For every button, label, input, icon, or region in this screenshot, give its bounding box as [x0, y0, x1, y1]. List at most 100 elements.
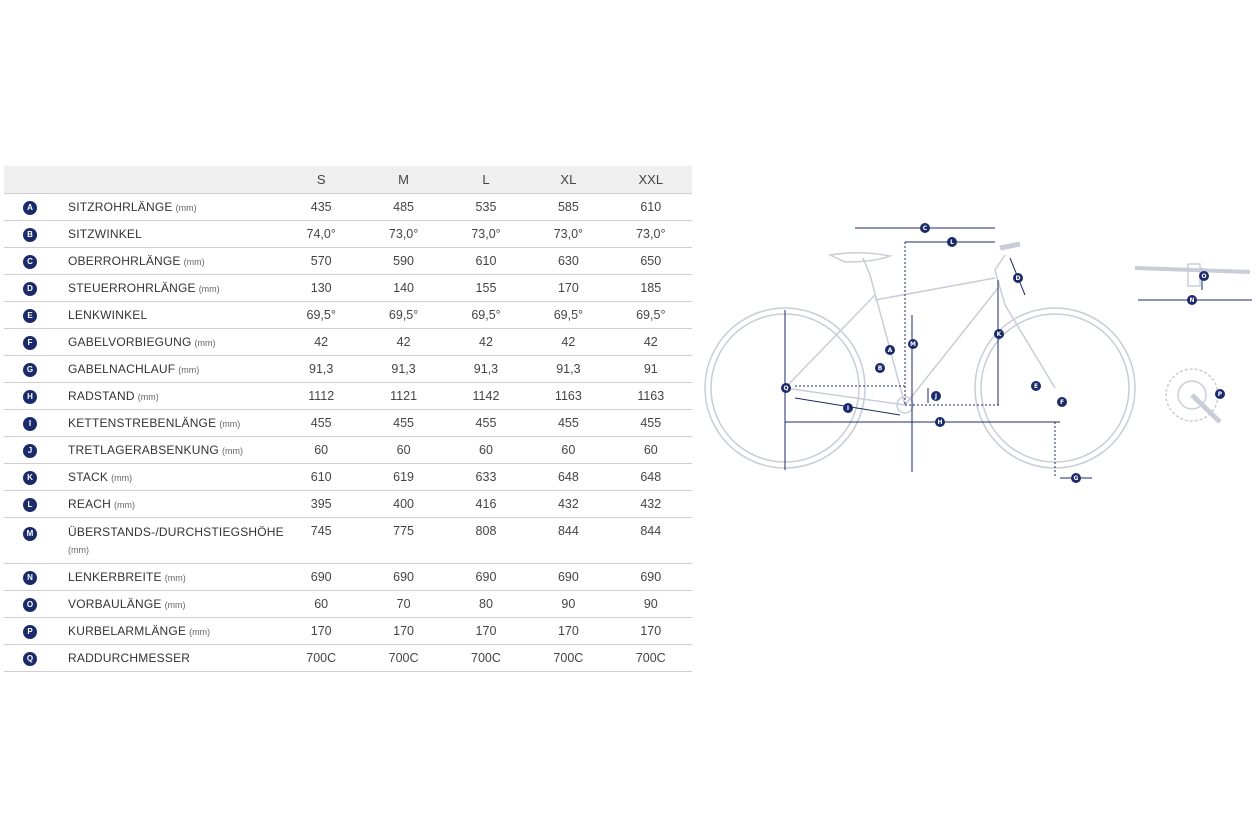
label-cell: REACH (mm) [68, 490, 280, 517]
row-label: KETTENSTREBENLÄNGE [68, 416, 217, 430]
size-value-cell: 455 [557, 415, 579, 430]
row-badge: B [23, 228, 37, 242]
seat-tube [869, 274, 906, 406]
label-cell: GABELVORBIEGUNG (mm) [68, 328, 280, 355]
table-row: C OBERROHRLÄNGE (mm) 570 590 610 630 650 [4, 247, 692, 274]
table-row: N LENKERBREITE (mm) 690 690 690 690 690 [4, 563, 692, 590]
size-value-cell: 650 [640, 253, 662, 268]
row-badge: E [23, 309, 37, 323]
label-cell: SITZROHRLÄNGE (mm) [68, 193, 280, 220]
size-value-cell: 42 [561, 334, 576, 349]
row-badge: N [23, 571, 37, 585]
row-label: GABELVORBIEGUNG [68, 335, 192, 349]
header-empty [68, 166, 280, 193]
diagram-badge-b [875, 363, 885, 373]
diagram-badge-label: H [937, 419, 942, 426]
diagram-badge-i [843, 403, 853, 413]
size-value-cell: 808 [475, 523, 497, 538]
crank-arm [1190, 393, 1222, 424]
row-badge: G [23, 363, 37, 377]
size-value-cell: 170 [310, 623, 332, 638]
label-cell: GABELNACHLAUF (mm) [68, 355, 280, 382]
size-value-cell: 185 [640, 280, 662, 295]
badge-cell: H [4, 382, 68, 409]
table-row: J TRETLAGERABSENKUNG (mm) 60 60 60 60 60 [4, 436, 692, 463]
table-header-row: S M L XL XXL [4, 166, 692, 193]
row-unit: (mm) [111, 473, 133, 483]
diagram-badge-e [1031, 381, 1041, 391]
badge-cell: O [4, 590, 68, 617]
size-value-cell: 91,3 [309, 361, 334, 376]
size-value-cell: 690 [640, 569, 662, 584]
badge-cell: M [4, 517, 68, 563]
row-label: REACH [68, 497, 112, 511]
row-badge: A [23, 201, 37, 215]
table-row: I KETTENSTREBENLÄNGE (mm) 455 455 455 455 455 [4, 409, 692, 436]
size-value-cell: 91,3 [556, 361, 581, 376]
label-cell: KETTENSTREBENLÄNGE (mm) [68, 409, 280, 436]
diagram-badge-d [1013, 273, 1023, 283]
diagram-badge-k [994, 329, 1004, 339]
label-cell: LENKERBREITE (mm) [68, 563, 280, 590]
size-value-cell: 60 [479, 442, 493, 457]
badge-cell: G [4, 355, 68, 382]
size-value-cell: 400 [393, 496, 415, 511]
size-value-cell: 1163 [637, 388, 665, 403]
row-unit: (mm) [164, 600, 186, 610]
diagram-badge-label: E [1034, 383, 1038, 390]
size-value-cell: 155 [475, 280, 497, 295]
row-label: GABELNACHLAUF [68, 362, 176, 376]
diagram-badge-h [935, 417, 945, 427]
row-badge: M [23, 526, 37, 541]
size-value-cell: 630 [557, 253, 579, 268]
size-value-cell: 1142 [472, 388, 500, 403]
badge-cell: J [4, 436, 68, 463]
row-badge: K [23, 471, 37, 485]
row-badge: D [23, 282, 37, 296]
row-label: KURBELARMLÄNGE [68, 624, 187, 638]
diagram-badge-l [947, 237, 957, 247]
size-header-s: S [316, 171, 326, 187]
badge-cell: B [4, 220, 68, 247]
diagram-badge-label: O [1201, 273, 1206, 280]
size-value-cell: 91,3 [473, 361, 499, 376]
size-value-cell: 690 [393, 569, 415, 584]
diagram-badge-f [1057, 397, 1067, 407]
diagram-badge-a [885, 345, 895, 355]
top-tube [874, 277, 996, 301]
size-value-cell: 700C [471, 650, 501, 665]
row-badge: O [23, 598, 37, 612]
diagram-badge-label: L [950, 239, 954, 246]
label-cell: TRETLAGERABSENKUNG (mm) [68, 436, 280, 463]
size-value-cell: 60 [314, 596, 329, 611]
size-value-cell: 648 [640, 469, 662, 484]
table-row: E LENKWINKEL 69,5° 69,5° 69,5° 69,5° 69,5° [4, 301, 692, 328]
row-unit: (mm) [221, 446, 243, 456]
table-row: F GABELVORBIEGUNG (mm) 42 42 42 42 42 [4, 328, 692, 355]
row-label: STEUERROHRLÄNGE [68, 281, 196, 295]
size-value-cell: 570 [310, 253, 332, 268]
size-value-cell: 485 [393, 199, 415, 214]
badge-cell: D [4, 274, 68, 301]
size-value-cell: 42 [479, 334, 493, 349]
badge-cell: C [4, 247, 68, 274]
label-cell: OBERROHRLÄNGE (mm) [68, 247, 280, 274]
size-value-cell: 73,0° [388, 226, 419, 241]
size-value-cell: 455 [640, 415, 662, 430]
size-value-cell: 1112 [308, 388, 335, 403]
row-badge: C [23, 255, 37, 269]
badge-cell: Q [4, 644, 68, 671]
row-label: VORBAULÄNGE [68, 597, 162, 611]
size-value-cell: 690 [310, 569, 332, 584]
table-row: G GABELNACHLAUF (mm) 91,3 91,3 91,3 91,3 91 [4, 355, 692, 382]
diagram-badge-j [931, 391, 941, 401]
size-value-cell: 610 [475, 253, 497, 268]
row-unit: (mm) [194, 338, 216, 348]
size-value-cell: 844 [640, 523, 662, 538]
diagram-badge-q [781, 383, 791, 393]
row-label: LENKWINKEL [68, 308, 148, 322]
row-unit: (mm) [68, 544, 89, 555]
seatstay [784, 294, 876, 389]
size-value-cell: 60 [396, 442, 411, 457]
diagram-badge-label: F [1060, 399, 1064, 406]
